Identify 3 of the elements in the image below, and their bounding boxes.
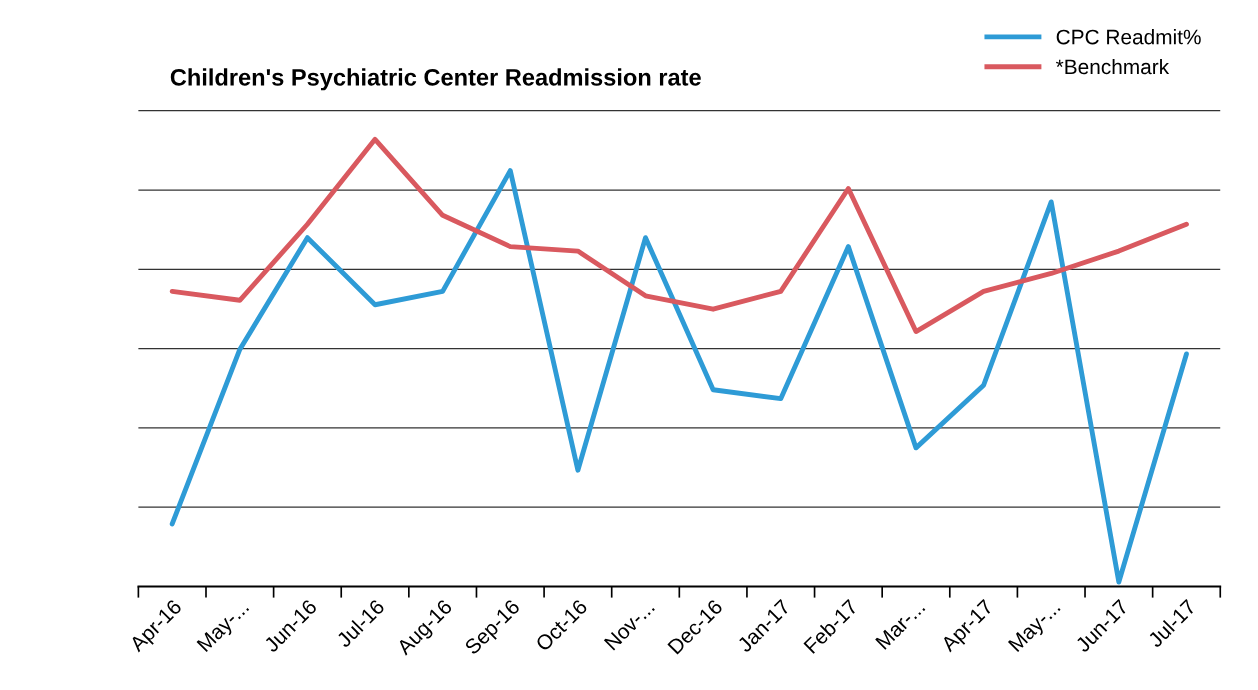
legend-label: CPC Readmit% (1056, 29, 1201, 45)
legend-label: *Benchmark (1055, 58, 1170, 75)
chart-title: Children's Psychiatric Center Readmission rate (170, 68, 701, 91)
